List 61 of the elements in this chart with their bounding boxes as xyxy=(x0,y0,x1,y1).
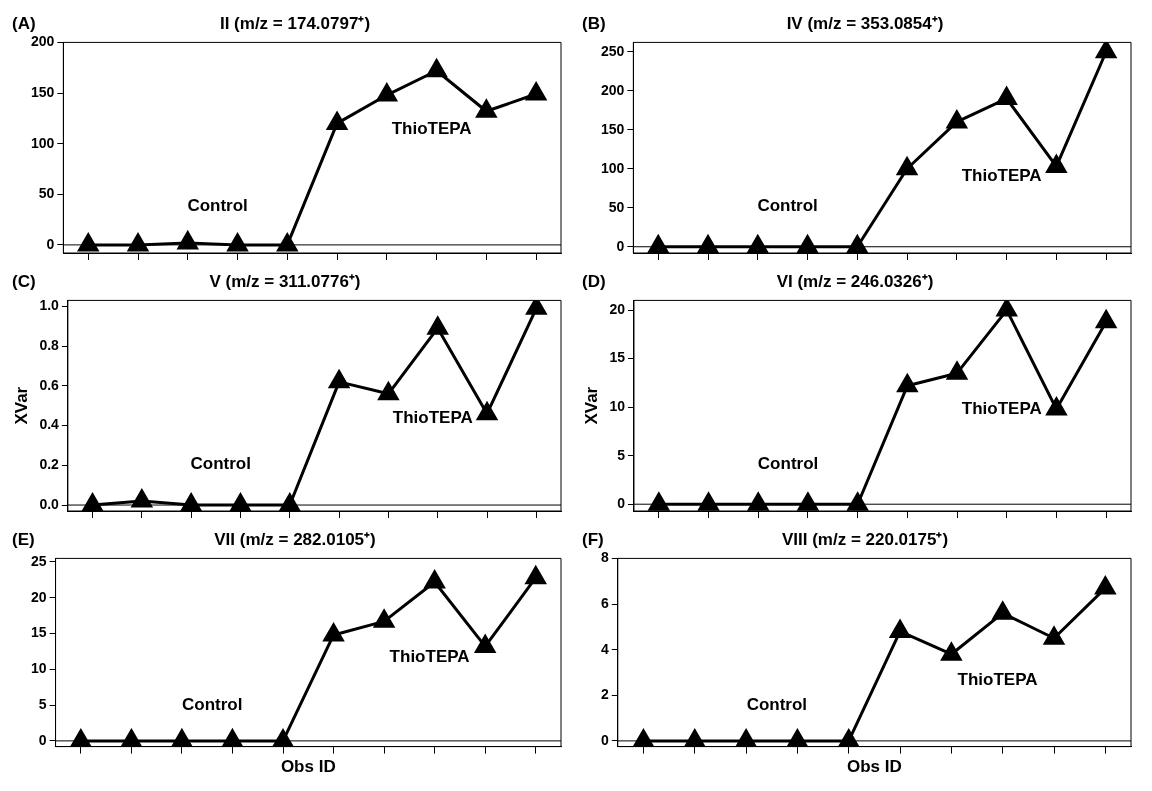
y-tick-label: 0 xyxy=(617,495,626,512)
annotation: Control xyxy=(190,454,251,474)
y-tick-label: 50 xyxy=(38,185,55,202)
text: (B) xyxy=(582,13,606,33)
y-tick-label: 20 xyxy=(609,300,626,317)
chart-title: V (m/z = 311.0776⁺) xyxy=(209,271,361,291)
y-tick-label: 10 xyxy=(609,398,626,415)
annotation: ThioTEPA xyxy=(392,407,473,427)
annotation: Control xyxy=(746,694,808,714)
y-tick-label: 150 xyxy=(31,83,55,100)
y-tick-label: 0 xyxy=(38,731,47,748)
y-tick-label: 100 xyxy=(601,159,625,176)
y-tick-label: 4 xyxy=(600,640,609,657)
y-tick-label: 0 xyxy=(46,235,55,252)
x-axis-title: Obs ID xyxy=(280,757,336,777)
annotation: ThioTEPA xyxy=(961,165,1042,185)
y-tick-label: 150 xyxy=(601,120,625,137)
y-tick-label: 5 xyxy=(617,446,626,463)
chart-title: VII (m/z = 282.0105⁺) xyxy=(214,529,376,549)
chart-title: VI (m/z = 246.0326⁺) xyxy=(776,271,934,291)
y-tick-label: 8 xyxy=(600,549,609,566)
y-tick-label: 250 xyxy=(601,42,625,59)
y-tick-label: 200 xyxy=(31,33,55,50)
y-tick-label: 0 xyxy=(600,731,609,748)
annotation: Control xyxy=(757,196,818,216)
text: (D) xyxy=(582,271,606,291)
y-tick-label: 1.0 xyxy=(39,297,60,314)
y-tick-label: 6 xyxy=(600,594,609,611)
y-tick-label: 100 xyxy=(31,134,55,151)
y-tick-label: 15 xyxy=(609,349,626,366)
y-tick-label: 0.2 xyxy=(39,456,60,473)
y-tick-label: 0.6 xyxy=(39,376,60,393)
annotation: Control xyxy=(182,694,243,714)
y-tick-label: 15 xyxy=(30,624,47,641)
y-tick-label: 20 xyxy=(30,588,47,605)
y-axis-title: XVar xyxy=(11,386,31,425)
annotation: Control xyxy=(757,454,819,474)
y-tick-label: 5 xyxy=(38,695,47,712)
chart-title: II (m/z = 174.0797⁺) xyxy=(219,13,371,33)
y-tick-label: 25 xyxy=(30,552,47,569)
y-tick-label: 0.4 xyxy=(39,416,60,433)
y-tick-label: 0.8 xyxy=(39,336,60,353)
annotation: ThioTEPA xyxy=(391,118,472,138)
text: (E) xyxy=(12,529,35,549)
text: (C) xyxy=(12,271,36,291)
chart-title: IV (m/z = 353.0854⁺) xyxy=(786,13,944,33)
y-tick-label: 2 xyxy=(600,686,609,703)
text: (F) xyxy=(582,529,604,549)
y-tick-label: 0.0 xyxy=(39,495,60,512)
annotation: ThioTEPA xyxy=(389,646,470,666)
y-tick-label: 50 xyxy=(608,198,625,215)
x-axis-title: Obs ID xyxy=(846,757,902,777)
annotation: Control xyxy=(187,196,248,216)
y-tick-label: 10 xyxy=(30,660,47,677)
text: (A) xyxy=(12,13,36,33)
annotation: ThioTEPA xyxy=(957,669,1038,689)
y-tick-label: 0 xyxy=(616,237,625,254)
y-axis-title: XVar xyxy=(581,386,601,425)
y-tick-label: 200 xyxy=(601,81,625,98)
chart-title: VIII (m/z = 220.0175⁺) xyxy=(781,529,949,549)
annotation: ThioTEPA xyxy=(961,399,1042,419)
